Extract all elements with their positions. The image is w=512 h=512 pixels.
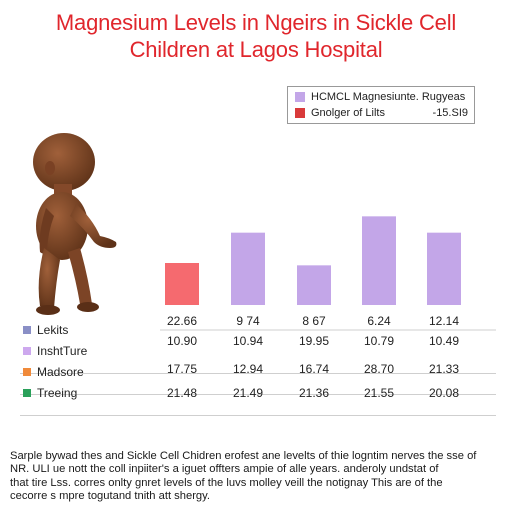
table-cell: 17.75 (166, 362, 198, 376)
x-tick-label: 6.24 (367, 314, 391, 328)
legend-label: Gnolger of Lilts (311, 107, 385, 119)
table-cell: 10.90 (166, 334, 198, 348)
footnote: Sarple bywad thes and Sickle Cell Chidre… (10, 450, 504, 504)
table-cell: 16.74 (298, 362, 330, 376)
legend-entry: Gnolger of Lilts -15.SI9 (295, 106, 470, 120)
table-cell: 21.48 (166, 386, 198, 400)
legend-value: -15.SI9 (432, 107, 468, 119)
row-swatch (23, 326, 31, 334)
chart-title-line-1: Magnesium Levels in Ngeirs in Sickle Cel… (55, 10, 457, 35)
table-row-divider (20, 373, 496, 395)
table-cell: 20.08 (428, 386, 460, 400)
table-cell: 28.70 (363, 362, 395, 376)
legend-label: HCMCL Magnesiunte. Rugyeas (311, 91, 466, 103)
table-cell: 21.33 (428, 362, 460, 376)
legend-entry: HCMCL Magnesiunte. Rugyeas (295, 90, 470, 104)
bar-4 (427, 232, 461, 305)
row-swatch (23, 347, 31, 355)
table-cell: 21.36 (298, 386, 330, 400)
bar-0 (165, 263, 199, 305)
bar-1 (231, 232, 265, 305)
footnote-line: Sarple bywad thes and Sickle Cell Chidre… (10, 450, 477, 462)
row-label-text: InshtTure (37, 344, 88, 358)
x-tick-label: 12.14 (429, 314, 459, 328)
row-swatch (23, 389, 31, 397)
table-cell: 21.55 (363, 386, 395, 400)
footnote-line: that tire Lss. corres onlty gnret levels… (10, 476, 443, 489)
legend-swatch (295, 92, 305, 102)
row-label-text: Madsore (37, 365, 84, 379)
x-tick-label: 8 67 (302, 314, 326, 328)
table-row-label: InshtTure (23, 341, 87, 362)
footnote-line: NR. ULI ue nott the coll inpiiter's a ig… (10, 463, 439, 476)
table-cell: 10.94 (232, 334, 264, 348)
legend-swatch (295, 108, 305, 118)
table-row-label: Lekits (23, 320, 68, 341)
x-tick-label: 9 74 (236, 314, 260, 328)
x-tick-label: 22.66 (167, 314, 197, 328)
bar-3 (362, 216, 396, 305)
table-cell: 12.94 (232, 362, 264, 376)
chart-title-line-2: Children at Lagos Hospital (129, 37, 383, 62)
table-row-divider (20, 394, 496, 416)
row-swatch (23, 368, 31, 376)
chart-legend: HCMCL Magnesiunte. Rugyeas Gnolger of Li… (287, 86, 475, 124)
table-row-label: Treeing (23, 383, 77, 404)
row-label-text: Treeing (37, 386, 78, 400)
table-cell: 10.79 (363, 334, 395, 348)
table-cell: 19.95 (298, 334, 330, 348)
table-row-label: Madsore (23, 362, 84, 383)
child-figure-icon (10, 120, 128, 316)
table-row-divider (20, 352, 496, 374)
table-cell: 10.49 (428, 334, 460, 348)
row-label-text: Lekits (37, 323, 69, 337)
bar-2 (297, 265, 331, 305)
table-cell: 21.49 (232, 386, 264, 400)
footnote-line: cecorre s mpre togutand tnith att shergy… (10, 490, 211, 503)
